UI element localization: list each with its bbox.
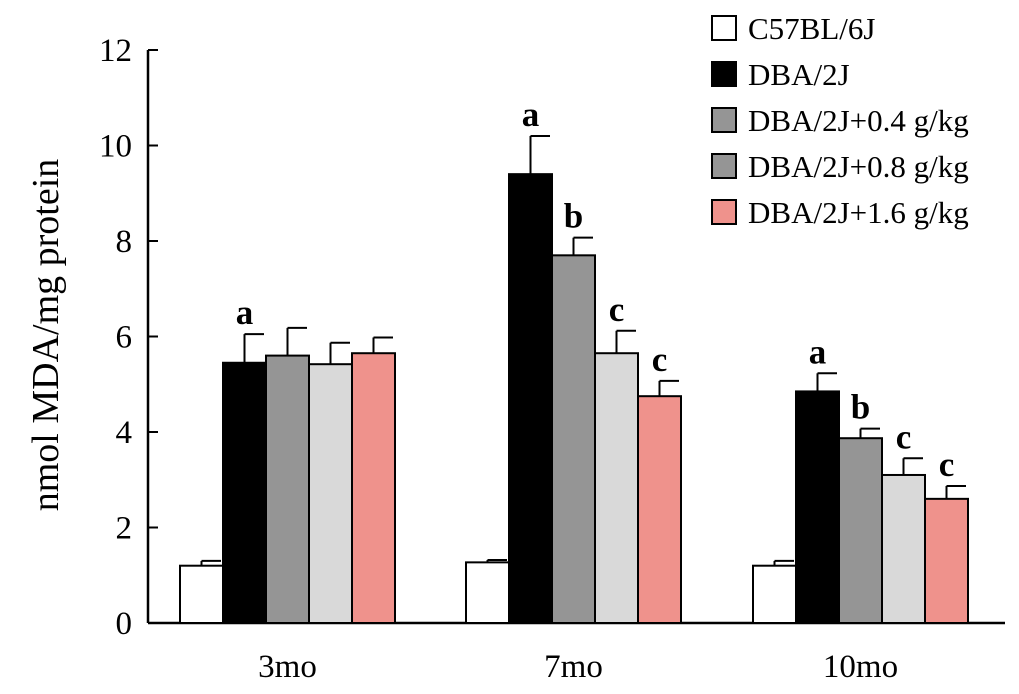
- legend-label: C57BL/6J: [748, 11, 875, 46]
- y-tick-label: 8: [116, 224, 133, 260]
- x-tick-label: 7mo: [544, 649, 603, 685]
- significance-label: b: [564, 197, 583, 236]
- significance-label: c: [896, 417, 912, 456]
- bar: [924, 497, 969, 625]
- bar: [637, 395, 682, 624]
- bar: [308, 363, 353, 624]
- legend-swatch: [711, 199, 737, 225]
- bar: [179, 564, 224, 625]
- y-tick-label: 10: [99, 129, 132, 165]
- significance-label: c: [939, 445, 955, 484]
- legend-label: DBA/2J+1.6 g/kg: [748, 195, 969, 230]
- bar: [465, 561, 510, 624]
- bar: [551, 254, 596, 624]
- significance-label: c: [652, 340, 668, 379]
- y-tick-label: 2: [116, 511, 133, 547]
- bar: [594, 352, 639, 624]
- bar: [881, 473, 926, 624]
- legend-swatch: [711, 61, 737, 87]
- y-axis-label: nmol MDA/mg protein: [25, 159, 67, 512]
- legend-label: DBA/2J+0.8 g/kg: [748, 149, 969, 184]
- bar: [265, 354, 310, 624]
- y-tick-label: 12: [99, 33, 132, 69]
- legend-swatch: [711, 153, 737, 179]
- x-tick-label: 3mo: [258, 649, 317, 685]
- legend-swatch: [711, 107, 737, 133]
- y-tick-label: 6: [116, 320, 133, 356]
- significance-label: a: [809, 332, 827, 371]
- axes: 0 2 4 6 8 10 12 3mo 7mo 10mo: [99, 33, 1005, 685]
- bar: [752, 564, 797, 625]
- significance-label: c: [609, 290, 625, 329]
- legend-label: DBA/2J+0.4 g/kg: [748, 103, 969, 138]
- y-tick-label: 4: [116, 415, 133, 451]
- significance-label: a: [522, 95, 540, 134]
- bar: [838, 437, 883, 624]
- bar: [508, 173, 553, 624]
- significance-label: a: [236, 293, 254, 332]
- bar: [795, 390, 840, 624]
- legend-swatch: [711, 15, 737, 41]
- x-tick-label: 10mo: [823, 649, 898, 685]
- significance-label: b: [851, 388, 870, 427]
- legend-label: DBA/2J: [748, 57, 850, 92]
- bar: [222, 361, 267, 624]
- y-tick-label: 0: [116, 606, 133, 642]
- legend: C57BL/6J DBA/2J DBA/2J+0.4 g/kg DBA/2J+0.8 …: [711, 11, 969, 230]
- bar: [351, 352, 396, 624]
